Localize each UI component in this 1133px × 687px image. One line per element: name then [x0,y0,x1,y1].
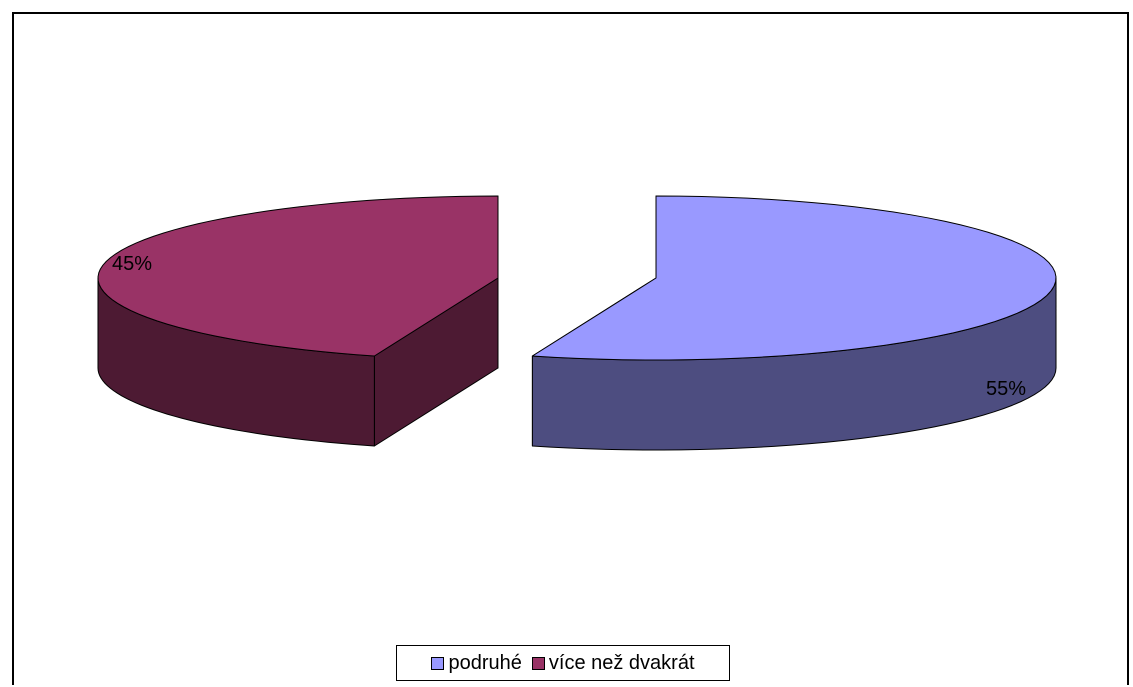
legend-item-1: podruhé [431,651,522,675]
legend-label-2: více než dvakrát [548,651,695,674]
legend: podruhé více než dvakrát [396,645,730,681]
slice-label-1: 55% [986,378,1026,400]
pie-slices [97,195,1057,451]
slice-top-1 [531,195,1057,361]
slice-label-2: 45% [112,253,152,275]
slice-top-2 [97,195,499,357]
pie-slice-2 [97,195,499,447]
legend-item-2: více než dvakrát [531,651,695,675]
legend-label-1: podruhé [448,651,522,674]
pie-slice-1 [531,195,1057,451]
legend-swatch-2 [531,656,545,670]
legend-swatch-1 [431,656,445,670]
